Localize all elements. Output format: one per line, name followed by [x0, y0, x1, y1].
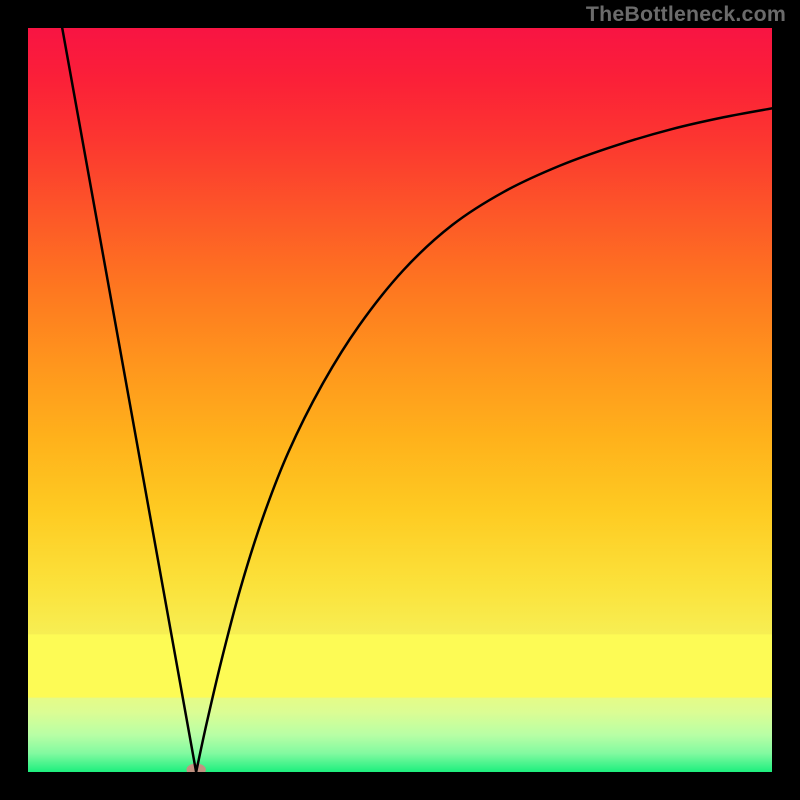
watermark-text: TheBottleneck.com [586, 2, 786, 27]
yellow-highlight-band [28, 634, 772, 697]
chart-container: TheBottleneck.com [0, 0, 800, 800]
bottleneck-chart [0, 0, 800, 800]
